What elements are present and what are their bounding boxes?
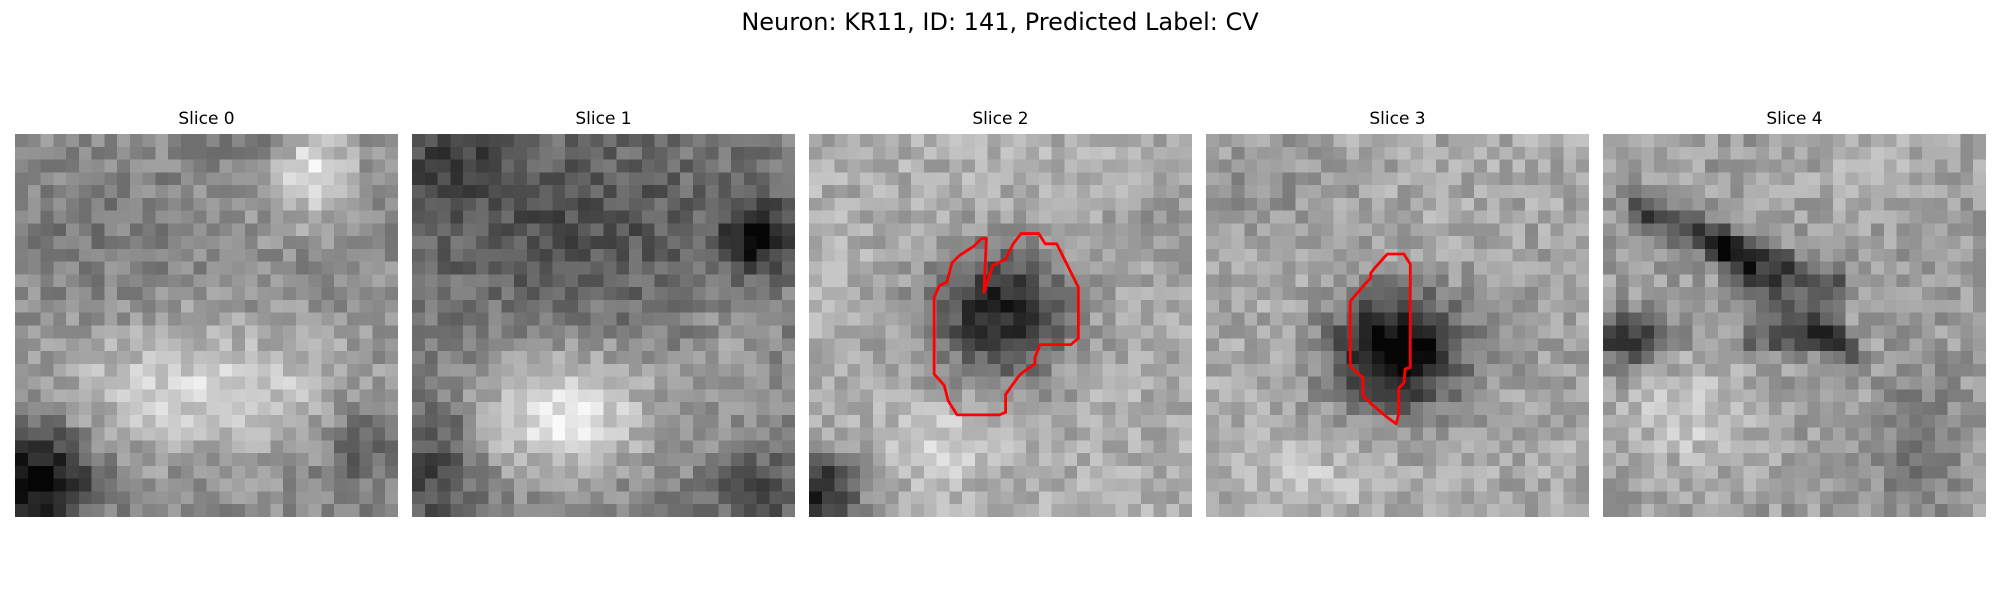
roi-contour [932,232,1080,417]
slice-image [1603,134,1986,517]
slice-panel-1: Slice 1 [412,106,795,517]
slice-panel-0: Slice 0 [15,106,398,517]
slice-image [1206,134,1589,517]
slice-panel-3: Slice 3 [1206,106,1589,517]
slice-title: Slice 3 [1369,109,1426,129]
slice-panel-4: Slice 4 [1603,106,1986,517]
slice-title: Slice 1 [575,109,632,129]
slice-image [809,134,1192,517]
slice-panel-2: Slice 2 [809,106,1192,517]
slice-title: Slice 0 [178,109,235,129]
figure-title: Neuron: KR11, ID: 141, Predicted Label: … [741,8,1259,36]
roi-contour [1348,252,1412,426]
slice-title: Slice 4 [1766,109,1823,129]
slice-title: Slice 2 [972,109,1029,129]
slice-image [412,134,795,517]
slice-image [15,134,398,517]
